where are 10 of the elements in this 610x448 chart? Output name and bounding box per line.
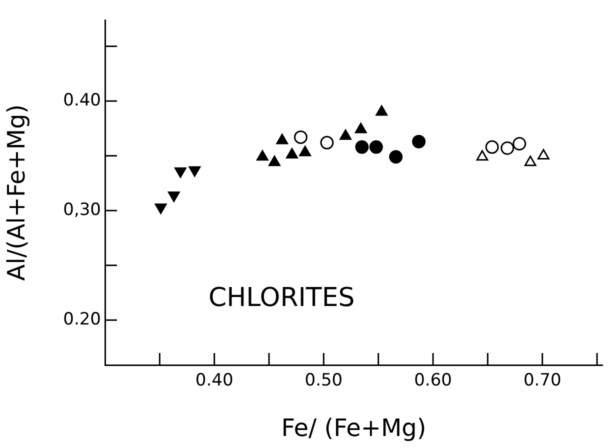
y-tick-label: 0.20 xyxy=(63,310,101,330)
x-tick-label: 0.40 xyxy=(195,370,234,391)
x-tick-label: 0.70 xyxy=(523,370,562,391)
y-axis-title: Al/(Al+Fe+Mg) xyxy=(2,104,31,281)
x-tick-label: 0.60 xyxy=(414,370,452,391)
x-axis-title: Fe/ (Fe+Mg) xyxy=(281,414,426,442)
y-tick-label: 0,30 xyxy=(63,200,101,220)
y-tick-label: 0.40 xyxy=(63,90,101,110)
annotation: CHLORITES xyxy=(208,283,355,314)
x-tick-label: 0.50 xyxy=(304,370,343,391)
